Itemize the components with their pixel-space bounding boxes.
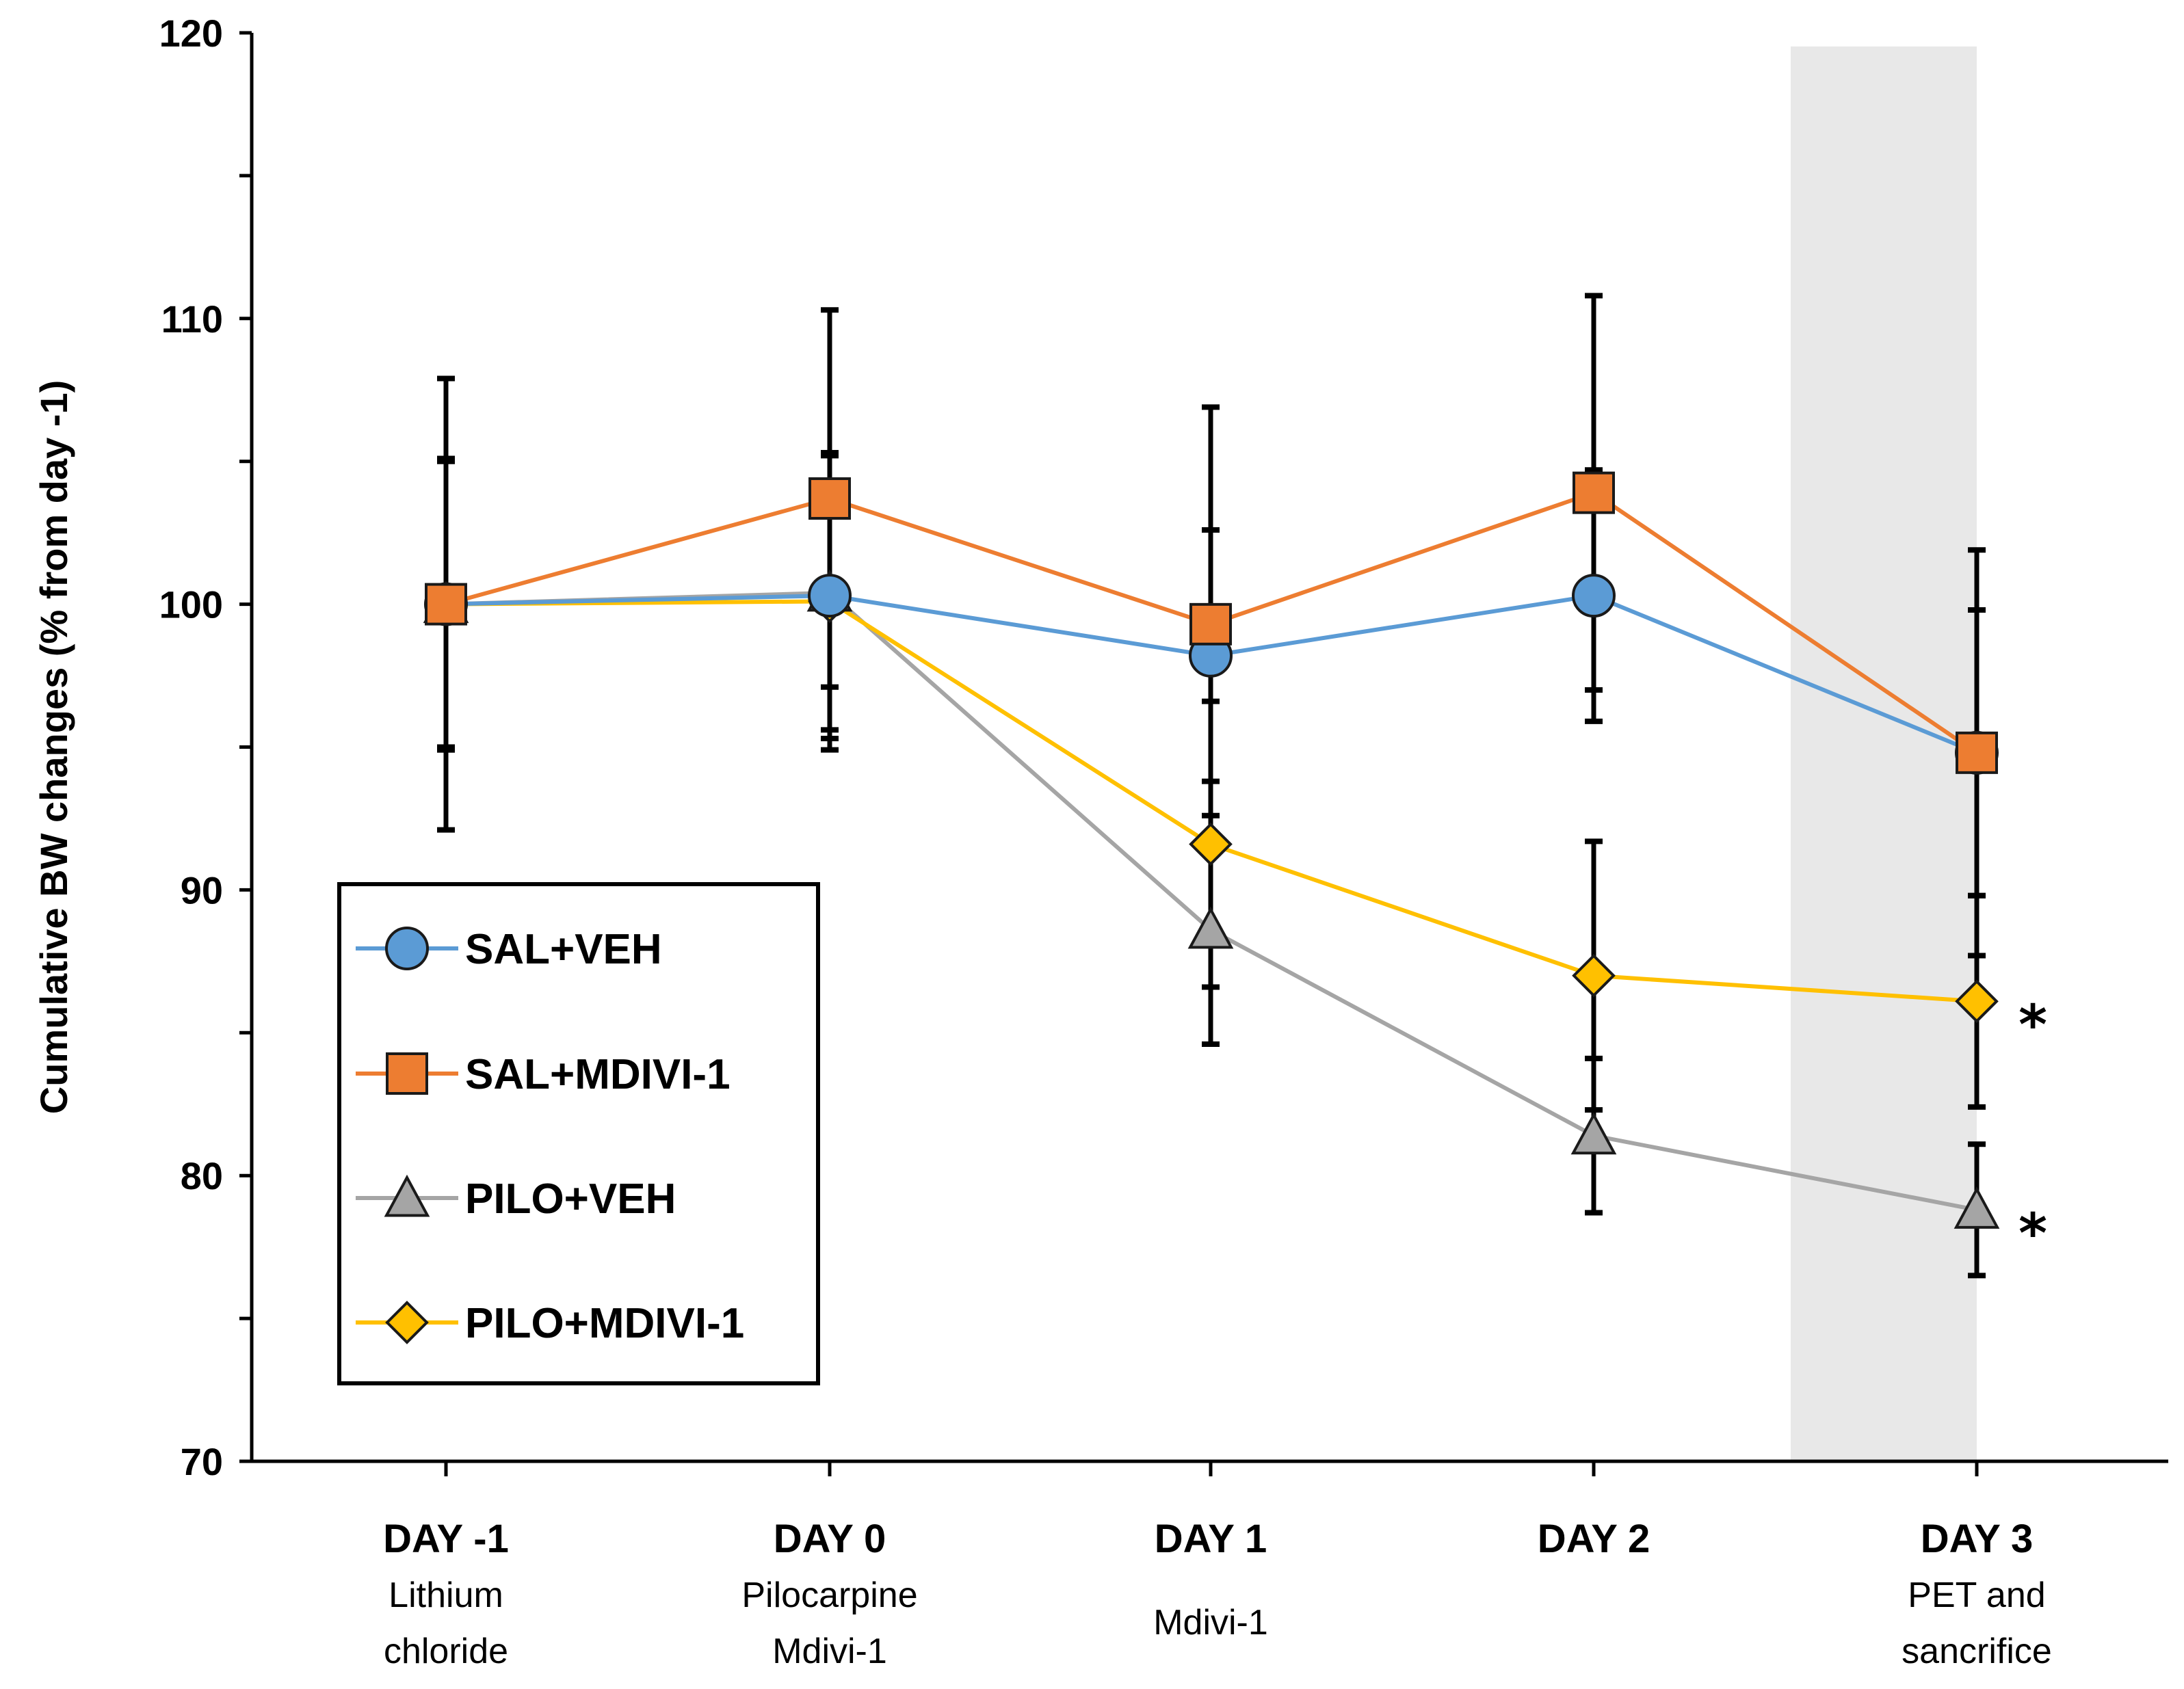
legend-label: SAL+VEH (465, 926, 662, 973)
x-category-label: DAY 0 (774, 1517, 886, 1561)
significance-asterisk: * (2018, 1201, 2047, 1265)
legend-marker (384, 1174, 430, 1217)
x-category-sublabel: Lithium (389, 1575, 503, 1615)
data-point (425, 583, 467, 626)
x-category-sublabel: Mdivi-1 (1153, 1603, 1268, 1643)
data-point (808, 477, 851, 520)
data-point (1189, 822, 1233, 866)
data-point (1955, 979, 1999, 1024)
data-point (1572, 574, 1616, 618)
y-tick-label: 70 (181, 1440, 223, 1483)
legend-box (337, 882, 820, 1385)
data-point (1572, 953, 1616, 998)
annotations: ** (2018, 993, 2047, 1265)
x-tick-labels: DAY -1 Lithium chloride DAY 0 Pilocarpine Mdi… (383, 1517, 2052, 1671)
legend-label: SAL+MDIVI-1 (465, 1051, 731, 1098)
y-tick-label: 100 (159, 583, 223, 626)
legend-marker (385, 927, 429, 970)
legend-label: PILO+VEH (465, 1175, 676, 1223)
x-category-label: DAY 3 (1921, 1517, 2033, 1561)
y-tick-label: 110 (161, 297, 223, 341)
y-tick-label: 80 (181, 1154, 223, 1197)
data-point (1189, 602, 1232, 646)
x-category-sublabel: sancrifice (1902, 1632, 2052, 1671)
legend-marker (386, 1052, 428, 1095)
legend-label: PILO+MDIVI-1 (465, 1300, 744, 1347)
data-point (1187, 906, 1234, 949)
series-markers (423, 471, 2000, 1229)
data-point (1953, 1186, 2000, 1229)
y-axis-title: Cumulative BW changes (% from day -1) (32, 380, 75, 1115)
y-tick-labels: 70 80 90 100 110 120 (159, 12, 223, 1483)
x-category-sublabel: Mdivi-1 (772, 1632, 887, 1671)
x-category-sublabel: Pilocarpine (741, 1575, 917, 1615)
series-layer (423, 293, 2000, 1279)
y-tick-label: 90 (181, 868, 223, 912)
significance-asterisk: * (2018, 993, 2047, 1056)
shaded-region (1791, 46, 1977, 1461)
data-point (808, 574, 852, 618)
x-category-label: DAY 1 (1155, 1517, 1267, 1561)
y-tick-label: 120 (159, 12, 223, 55)
x-category-sublabel: chloride (384, 1632, 508, 1671)
legend: SAL+VEH SAL+MDIVI-1 PILO+VEH PILO+MDIVI-1 (337, 882, 820, 1385)
axes (239, 31, 2168, 1476)
x-category-label: DAY -1 (383, 1517, 509, 1561)
data-point (1570, 1112, 1617, 1155)
legend-marker (385, 1301, 429, 1344)
data-point (1956, 731, 1998, 774)
data-point (1573, 471, 1615, 514)
x-category-sublabel: PET and (1908, 1575, 2045, 1615)
x-category-label: DAY 2 (1538, 1517, 1650, 1561)
